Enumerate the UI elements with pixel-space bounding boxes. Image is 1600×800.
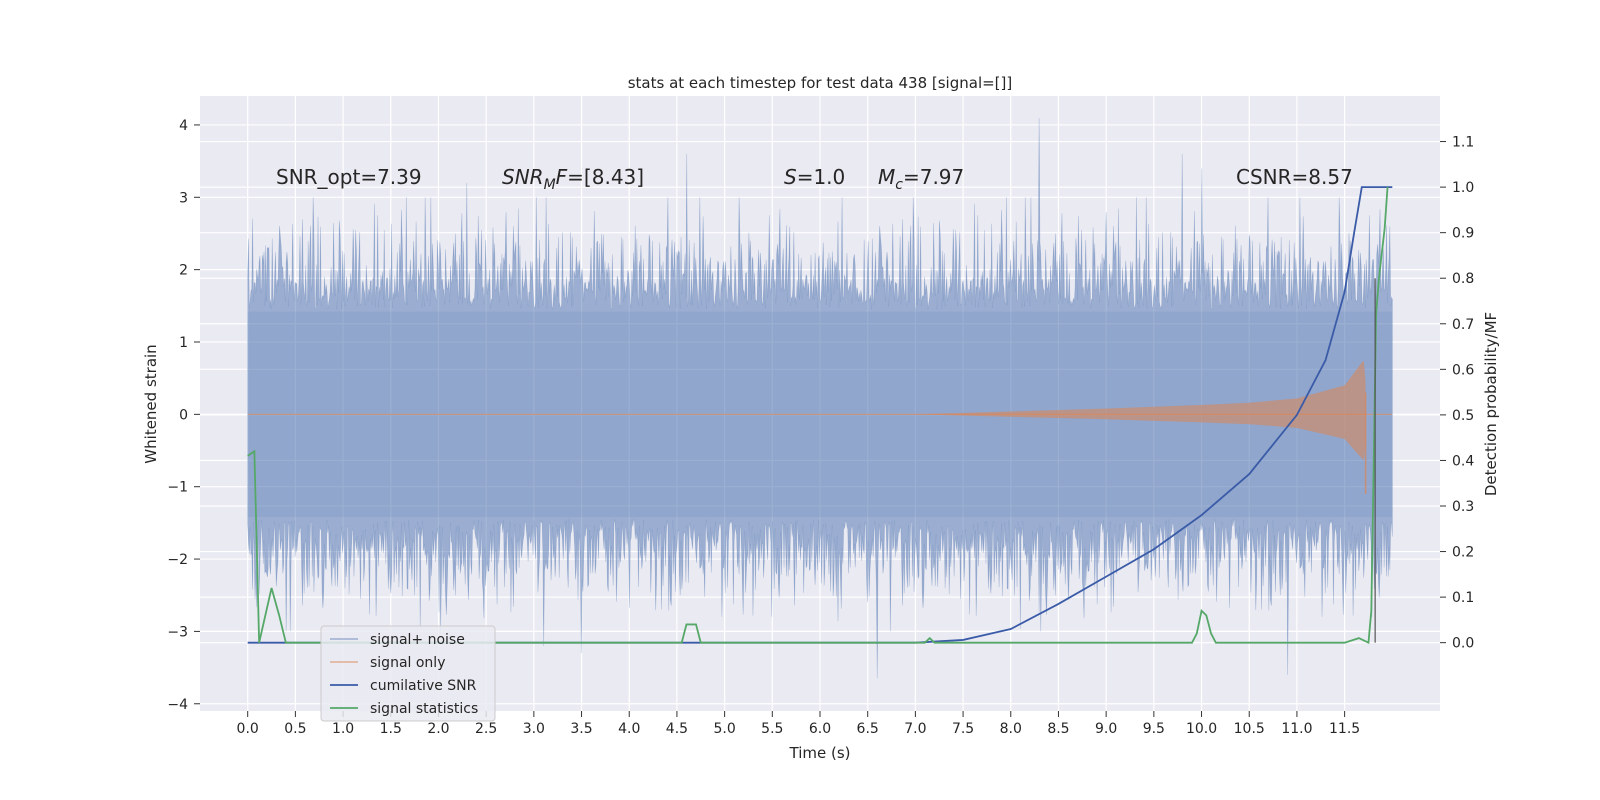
x-tick-label: 6.0	[809, 721, 831, 737]
x-tick-label: 5.0	[713, 721, 735, 737]
annotations: SNR_opt=7.39 SNRMF=[8.43] S=1.0 Mc=7.97 …	[276, 165, 1353, 193]
y-tick-label: 4	[179, 118, 188, 134]
annotation-mc: Mc=7.97	[878, 165, 964, 193]
x-tick-label: 9.0	[1095, 721, 1117, 737]
y-right-tick-label: 1.1	[1452, 135, 1474, 151]
annotation-mc-name: M	[878, 165, 895, 189]
x-tick-label: 4.0	[618, 721, 640, 737]
y-right-tick-label: 0.4	[1452, 453, 1474, 469]
x-tick-label: 0.0	[237, 721, 259, 737]
y-tick-label: 0	[179, 407, 188, 423]
annotation-snr-mf-value: =[8.43]	[567, 165, 644, 189]
x-tick-label: 2.0	[427, 721, 449, 737]
y-right-tick-label: 0.6	[1452, 362, 1474, 378]
x-tick-label: 5.5	[761, 721, 783, 737]
annotation-s-value: =1.0	[797, 165, 846, 189]
signal-noise-band	[247, 117, 1393, 679]
x-tick-label: 3.5	[570, 721, 592, 737]
x-tick-label: 3.0	[523, 721, 545, 737]
y-right-tick-label: 0.1	[1452, 590, 1474, 606]
y-tick-label: 1	[179, 335, 188, 351]
y-right-tick-label: 0.5	[1452, 408, 1474, 424]
y-tick-label: −2	[167, 552, 188, 568]
chart-title: stats at each timestep for test data 438…	[628, 74, 1013, 92]
x-tick-label: 0.5	[284, 721, 306, 737]
cumilative-snr-line	[247, 186, 1393, 644]
x-tick-label: 11.0	[1281, 721, 1312, 737]
y-right-tick-label: 0.8	[1452, 271, 1474, 287]
x-axis-label: Time (s)	[789, 744, 851, 762]
x-tick-label: 8.5	[1047, 721, 1069, 737]
x-tick-label: 8.0	[1000, 721, 1022, 737]
legend-label-cumilative-snr: cumilative SNR	[370, 678, 477, 694]
x-tick-label: 7.0	[904, 721, 926, 737]
annotation-csnr: CSNR=8.57	[1236, 165, 1353, 189]
y-right-tick-label: 0.2	[1452, 545, 1474, 561]
signal-statistics-line	[247, 187, 1389, 645]
y-tick-label: −1	[167, 480, 188, 496]
annotation-snr-mf-sub: M	[544, 177, 556, 193]
signal-only-layer	[247, 361, 1393, 494]
annotation-snr-opt: SNR_opt=7.39	[276, 165, 422, 189]
x-tick-label: 9.5	[1143, 721, 1165, 737]
y-axis-label: Whitened strain	[142, 344, 160, 463]
x-tick-label: 6.5	[857, 721, 879, 737]
signal-only-chirp	[915, 361, 1366, 460]
annotation-snr-mf-name: SNR	[502, 165, 544, 189]
annotation-mc-sub: c	[895, 177, 903, 193]
annotation-mc-value: =7.97	[903, 165, 964, 189]
y-right-tick-label: 0.7	[1452, 317, 1474, 333]
x-tick-label: 7.5	[952, 721, 974, 737]
y-right-tick-label: 0.9	[1452, 226, 1474, 242]
x-tick-label: 1.5	[380, 721, 402, 737]
y-tick-label: 2	[179, 263, 188, 279]
y-tick-label: −4	[167, 697, 188, 713]
legend: signal+ noise signal only cumilative SNR…	[320, 625, 496, 722]
x-tick-label: 10.0	[1186, 721, 1217, 737]
legend-label-signal-statistics: signal statistics	[370, 701, 478, 717]
annotation-s-name: S	[784, 165, 797, 189]
y-right-tick-label: 1.0	[1452, 180, 1474, 196]
axis-layer: 0.0 0.5 1.0 1.5 2.0 2.5 3.0 3.5 4.0 4.5 5.0 5.5 6.0 6…	[167, 118, 1474, 737]
annotation-snr-mf-tail: F	[556, 165, 568, 189]
x-tick-label: 4.5	[666, 721, 688, 737]
legend-box	[320, 625, 496, 722]
y-axis-right-label: Detection probability/MF	[1482, 312, 1500, 496]
y-right-tick-label: 0.0	[1452, 636, 1474, 652]
y-right-tick-label: 0.3	[1452, 499, 1474, 515]
y-tick-label: −3	[167, 624, 188, 640]
annotation-s: S=1.0	[784, 165, 845, 189]
legend-label-signal-only: signal only	[370, 655, 445, 671]
x-tick-label: 2.5	[475, 721, 497, 737]
x-tick-label: 11.5	[1329, 721, 1360, 737]
x-tick-label: 10.5	[1234, 721, 1265, 737]
y-tick-label: 3	[179, 190, 188, 206]
legend-label-signal-noise: signal+ noise	[370, 632, 465, 648]
line-layer	[247, 186, 1393, 645]
annotation-snr-mf: SNRMF=[8.43]	[502, 165, 644, 193]
x-tick-label: 1.0	[332, 721, 354, 737]
